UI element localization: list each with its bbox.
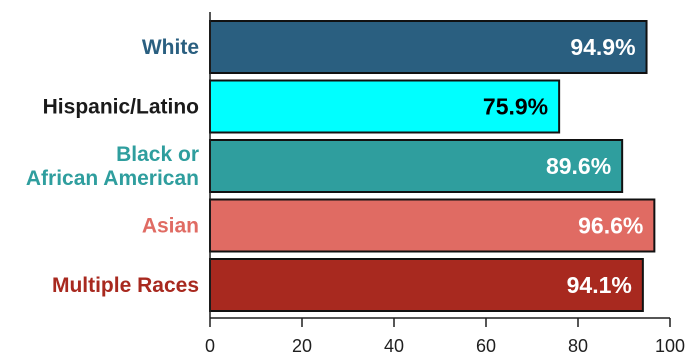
x-tick-label: 20 [292,336,312,356]
category-label: Multiple Races [52,274,199,297]
bar [209,139,624,193]
bar-value-label: 89.6% [546,153,611,179]
bar [209,20,648,74]
x-tick-label: 40 [384,336,404,356]
bar [209,198,656,253]
x-tick-label: 60 [476,336,496,356]
category-label: Hispanic/Latino [43,96,199,119]
category-label: White [142,36,199,59]
bar-value-label: 94.9% [570,34,635,60]
bar-value-label: 96.6% [578,213,643,239]
x-tick-label: 80 [568,336,588,356]
x-tick-label: 0 [205,336,215,356]
bar [209,79,561,134]
category-label: African American [26,167,199,190]
bar [209,258,644,312]
category-label: Asian [142,215,199,238]
bar-value-label: 94.1% [567,272,632,298]
category-label: Black or [116,143,199,166]
bar-value-label: 75.9% [483,94,548,120]
x-tick-label: 100 [655,336,685,356]
